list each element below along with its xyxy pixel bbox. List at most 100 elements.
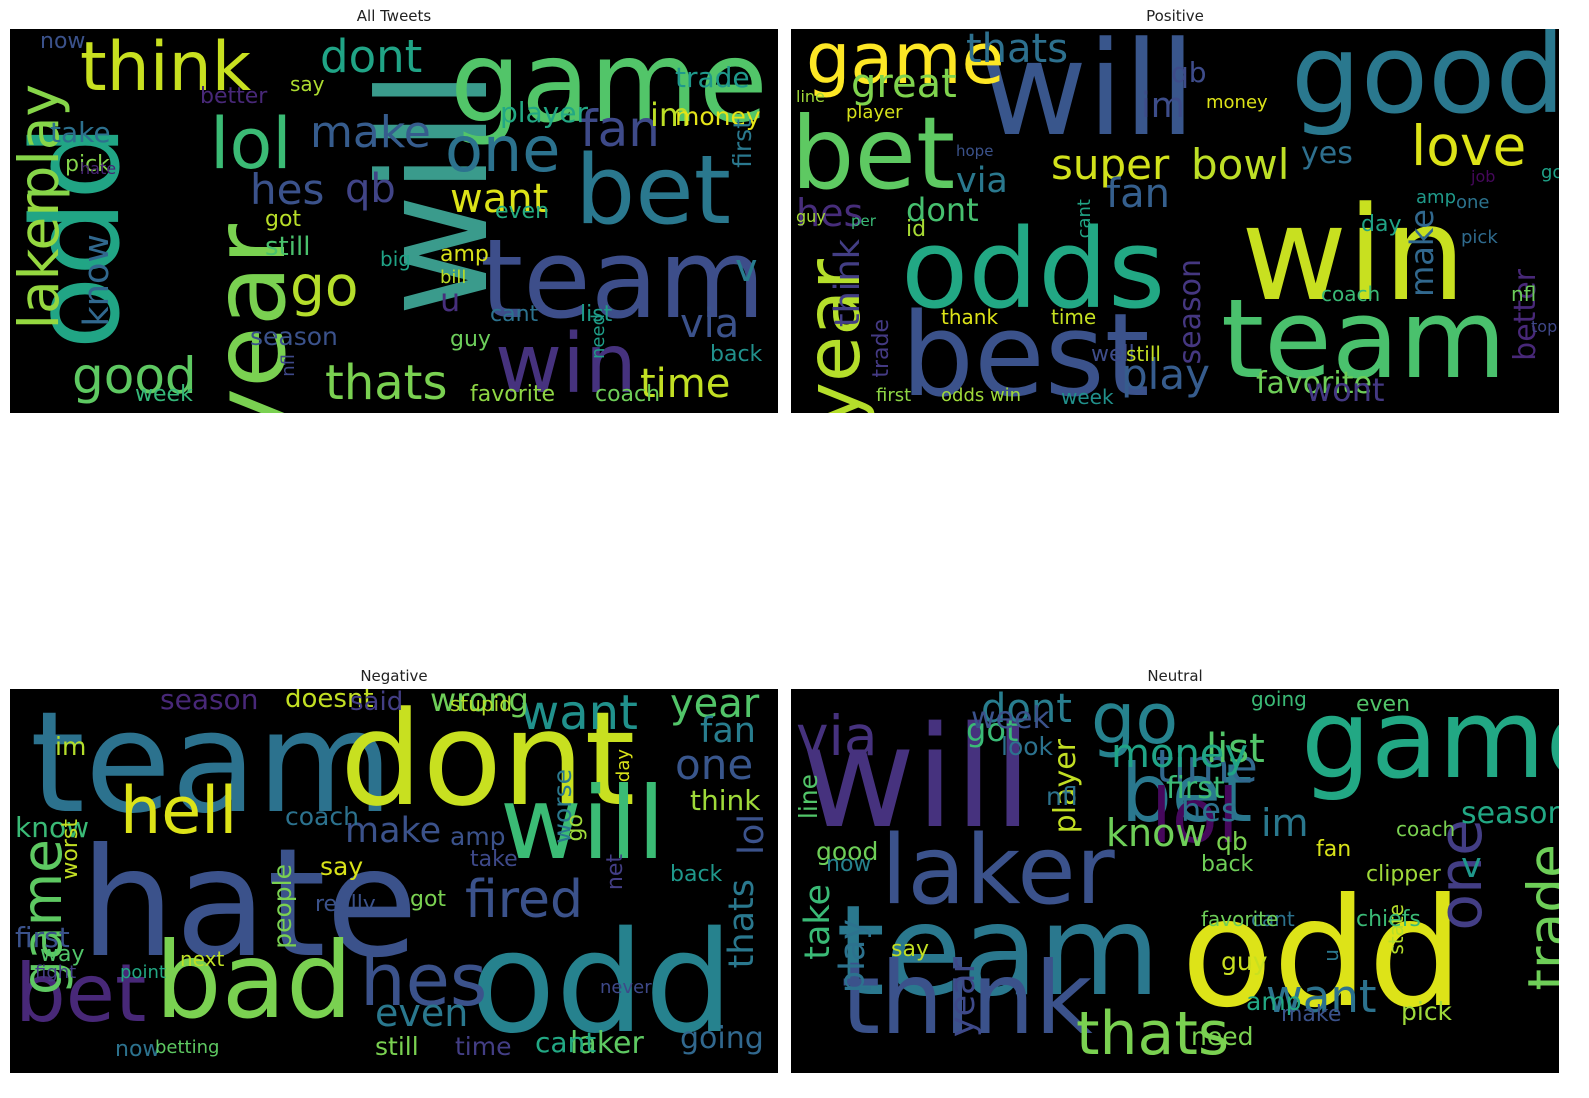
word-still: still (375, 1032, 419, 1061)
word-guy: guy (796, 207, 826, 226)
word-hes: hes (250, 165, 325, 214)
word-line: line (796, 87, 825, 106)
word-first: first (1166, 771, 1225, 806)
word-hope: hope (956, 142, 994, 160)
word-think: think (690, 784, 761, 817)
word-betting: betting (155, 1037, 220, 1058)
word-season: season (160, 689, 259, 716)
panel-title-all-tweets: All Tweets (356, 7, 432, 25)
word-odd: odd (1181, 867, 1464, 1041)
word-take: take (798, 884, 838, 960)
word-play: play (1121, 350, 1210, 399)
word-go: go (1091, 689, 1179, 760)
word-amp: amp (1416, 187, 1456, 208)
word-season: season (250, 322, 338, 351)
word-laker: laker (570, 1026, 644, 1061)
word-hes: hes (1181, 791, 1238, 829)
word-pick: pick (65, 152, 110, 177)
word-thats: thats (966, 29, 1069, 72)
word-im: im (1141, 86, 1185, 126)
word-super: super (1051, 140, 1170, 189)
word-next: next (180, 947, 225, 971)
word-want: want (520, 689, 638, 741)
word-odds-win: odds win (941, 385, 1022, 406)
word-still: still (265, 232, 311, 262)
word-top: top (1531, 317, 1558, 336)
word-first: first (15, 921, 70, 954)
word-favorite: favorite (470, 382, 556, 407)
word-team: team (480, 215, 766, 343)
word-coach: coach (1321, 282, 1381, 306)
word-qb: qb (1216, 827, 1248, 856)
word-guy: guy (450, 327, 491, 352)
word-net: net (603, 854, 628, 891)
word-odds: odds (901, 205, 1166, 333)
word-go: go (1541, 162, 1559, 183)
word-go: go (290, 254, 359, 318)
wordcloud-all-tweets: odd will game team year bet think win lol one lake… (10, 29, 778, 413)
word-take: take (470, 847, 518, 872)
word-via: via (956, 161, 1008, 201)
word-list: list (580, 302, 613, 327)
word-lol: lol (210, 103, 292, 185)
word-make: make (1403, 209, 1441, 297)
word-cant: cant (535, 1026, 597, 1059)
word-time: time (455, 1032, 512, 1061)
word-nfl: nfl (1511, 282, 1537, 306)
word-got: got (966, 711, 1019, 749)
word-odd: odd (470, 902, 734, 1065)
word-yes: yes (1301, 136, 1353, 171)
wordcloud-neutral: willoddteamgamelakerthinkbetlolgoviaonet… (791, 689, 1559, 1073)
word-coach: coach (285, 802, 359, 831)
word-thats: thats (1076, 999, 1230, 1069)
word-bet: bet (575, 136, 731, 246)
word-id: id (906, 217, 927, 242)
word-fan: fan (700, 711, 756, 751)
word-look: look (1001, 732, 1054, 761)
word-pick: pick (1461, 227, 1498, 248)
word-want: want (1266, 970, 1377, 1023)
word-amp: amp (1246, 987, 1302, 1016)
word-player: player (846, 102, 903, 123)
panel-title-positive: Positive (1146, 7, 1204, 25)
word-time: time (1156, 740, 1258, 793)
word-back: back (1201, 852, 1254, 877)
word-now: now (826, 852, 872, 877)
word-never: never (600, 977, 652, 998)
word-well: well (1091, 342, 1135, 367)
word-fan: fan (580, 100, 660, 158)
word-one: one (445, 113, 561, 186)
word-really: really (315, 892, 376, 917)
word-lol: lol (732, 814, 772, 855)
word-chiefs: chiefs (1356, 907, 1421, 932)
word-coach: coach (1396, 817, 1456, 841)
word-week: week (1061, 385, 1114, 409)
word-bet: bet (791, 95, 956, 212)
word-people: people (268, 864, 297, 949)
word-favorite: favorite (1256, 366, 1372, 401)
word-way: way (40, 942, 85, 967)
word-good: good (816, 837, 879, 866)
word-season: season (1461, 796, 1559, 831)
word-think: think (841, 940, 1093, 1057)
word-hate: hate (80, 159, 117, 178)
word-going: going (680, 1021, 764, 1056)
word-make: make (310, 107, 431, 158)
word-lol: lol (1151, 772, 1239, 860)
word-guy: guy (1221, 947, 1268, 976)
word-per: per (851, 212, 876, 230)
word-cant: cant (1251, 907, 1295, 931)
word-know: know (15, 811, 89, 844)
word-wrong: wrong (430, 689, 529, 719)
word-say: say (290, 72, 325, 96)
word-dont: dont (906, 191, 979, 229)
word-going: going (1251, 689, 1307, 711)
word-dont: dont (981, 689, 1072, 732)
word-hate: hate (80, 817, 419, 991)
word-coach: coach (595, 382, 661, 407)
word-hell: hell (120, 774, 238, 849)
word-take: take (50, 116, 111, 149)
word-now: now (40, 29, 86, 54)
word-cant: cant (490, 302, 539, 327)
word-u: u (440, 281, 461, 319)
